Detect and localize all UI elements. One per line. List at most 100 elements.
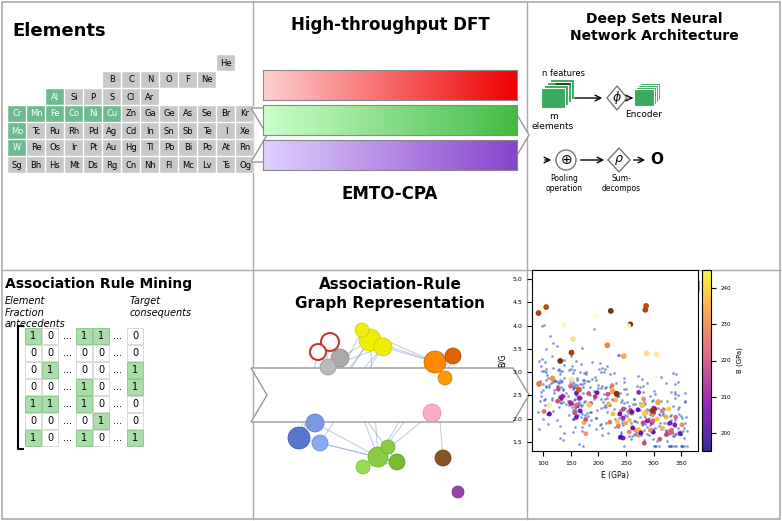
- Point: [565, 400, 578, 408]
- Point: [629, 400, 641, 408]
- Text: 0: 0: [30, 416, 36, 426]
- Point: [619, 411, 631, 419]
- Point: [631, 372, 644, 380]
- Point: [596, 424, 608, 432]
- FancyBboxPatch shape: [65, 140, 83, 156]
- Circle shape: [310, 344, 326, 360]
- Point: [669, 429, 681, 438]
- Point: [617, 420, 630, 429]
- Point: [595, 404, 608, 412]
- Point: [612, 421, 625, 430]
- FancyBboxPatch shape: [76, 362, 92, 378]
- Point: [604, 401, 616, 410]
- Circle shape: [649, 294, 659, 304]
- Point: [621, 390, 633, 398]
- Point: [558, 321, 570, 329]
- Text: Xe: Xe: [240, 127, 250, 135]
- Point: [533, 380, 545, 388]
- Point: [647, 428, 659, 436]
- FancyBboxPatch shape: [84, 140, 102, 156]
- Point: [627, 395, 640, 404]
- Point: [540, 365, 553, 374]
- FancyBboxPatch shape: [640, 83, 660, 100]
- Point: [543, 332, 556, 341]
- Point: [589, 388, 601, 396]
- Point: [557, 385, 569, 393]
- Point: [596, 430, 608, 439]
- Point: [547, 406, 559, 415]
- Point: [567, 383, 579, 391]
- Point: [627, 395, 640, 404]
- Point: [634, 399, 647, 407]
- Point: [669, 388, 681, 396]
- Point: [573, 394, 586, 402]
- Text: O: O: [166, 76, 172, 84]
- FancyBboxPatch shape: [160, 106, 178, 122]
- Point: [656, 404, 669, 412]
- Text: Sum-
decompos: Sum- decompos: [601, 174, 640, 193]
- Point: [578, 398, 590, 406]
- Text: Cn: Cn: [125, 160, 137, 169]
- Text: Mo: Mo: [11, 127, 23, 135]
- Point: [627, 407, 640, 415]
- Circle shape: [321, 333, 339, 351]
- Text: Elastic Properties: Elastic Properties: [335, 115, 445, 125]
- FancyBboxPatch shape: [8, 123, 26, 139]
- Point: [680, 442, 693, 451]
- FancyBboxPatch shape: [65, 106, 83, 122]
- Point: [622, 426, 634, 435]
- Point: [565, 362, 578, 370]
- Point: [535, 392, 547, 400]
- Point: [663, 412, 676, 420]
- Point: [639, 420, 651, 429]
- Point: [536, 321, 548, 330]
- Text: Re: Re: [30, 143, 41, 153]
- Circle shape: [623, 297, 635, 309]
- FancyBboxPatch shape: [8, 157, 26, 173]
- Point: [553, 365, 565, 373]
- Point: [665, 426, 677, 435]
- Point: [637, 395, 650, 403]
- Point: [663, 428, 676, 437]
- Point: [601, 408, 613, 416]
- Point: [661, 419, 673, 427]
- FancyBboxPatch shape: [198, 72, 216, 88]
- Point: [664, 419, 676, 427]
- Point: [555, 377, 568, 386]
- Circle shape: [618, 316, 626, 324]
- Point: [663, 442, 676, 451]
- FancyBboxPatch shape: [93, 413, 109, 429]
- Point: [547, 376, 560, 384]
- Point: [567, 335, 579, 343]
- Text: 1: 1: [98, 331, 104, 341]
- Text: Ag: Ag: [106, 127, 117, 135]
- Point: [638, 411, 651, 419]
- Text: Ni: Ni: [88, 109, 98, 118]
- Point: [552, 396, 565, 405]
- Text: Po: Po: [202, 143, 212, 153]
- FancyBboxPatch shape: [27, 157, 45, 173]
- Point: [638, 398, 651, 406]
- Point: [610, 379, 622, 387]
- FancyBboxPatch shape: [236, 140, 254, 156]
- Point: [660, 430, 673, 439]
- Point: [647, 404, 660, 412]
- Point: [592, 365, 604, 374]
- Point: [576, 389, 589, 397]
- Point: [581, 377, 594, 386]
- Point: [679, 398, 691, 406]
- Point: [556, 367, 569, 375]
- FancyBboxPatch shape: [179, 72, 197, 88]
- Point: [574, 413, 586, 421]
- Point: [546, 394, 558, 402]
- FancyBboxPatch shape: [160, 123, 178, 139]
- Text: Lv: Lv: [203, 160, 212, 169]
- Text: $\rho$: $\rho$: [614, 153, 624, 167]
- Circle shape: [306, 414, 324, 432]
- Text: High: High: [482, 80, 511, 90]
- Point: [668, 431, 680, 440]
- Point: [609, 396, 622, 404]
- Point: [567, 385, 579, 393]
- FancyBboxPatch shape: [42, 430, 58, 446]
- Text: 0: 0: [132, 348, 138, 358]
